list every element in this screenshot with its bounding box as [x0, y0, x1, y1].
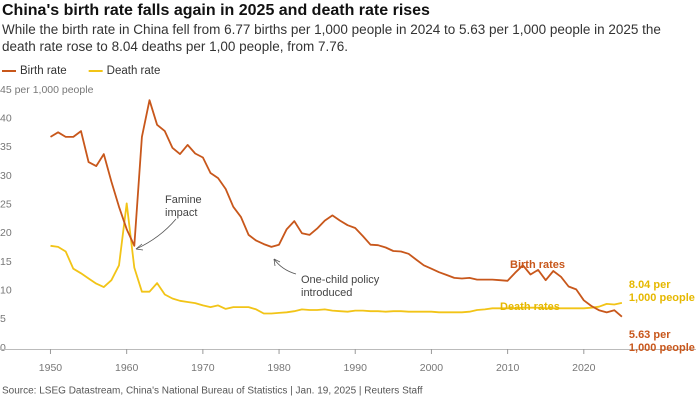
arrow [135, 218, 177, 250]
data-line [50, 99, 623, 318]
arrow-head [135, 243, 144, 251]
data-line [50, 202, 623, 315]
y-tick-label: 35 [0, 141, 12, 153]
annotation: Death rates [500, 301, 560, 313]
source: Source: LSEG Datastream, China's Nationa… [2, 386, 423, 397]
x-tick-label: 1960 [115, 362, 139, 374]
y-tick-label: 45 per 1,000 people [0, 84, 94, 96]
annotation: 1,000 people [629, 342, 695, 354]
annotation: Birth rates [510, 259, 565, 271]
annotation: impact [165, 207, 197, 219]
annotation: 8.04 per [629, 279, 671, 291]
y-tick-label: 30 [0, 170, 12, 182]
annotation: introduced [301, 287, 352, 299]
subtitle-box: While the birth rate in China fell from … [2, 22, 661, 54]
x-tick-label: 2000 [420, 362, 444, 374]
annotation: 5.63 per [629, 329, 671, 341]
x-tick-label: 2010 [496, 362, 520, 374]
y-tick-label: 0 [0, 342, 6, 354]
annotation: One-child policy [301, 274, 380, 286]
chart-title: China's birth rate falls again in 2025 a… [2, 2, 430, 19]
y-tick-label: 5 [0, 313, 6, 325]
chart-subtitle: While the birth rate in China fell from … [2, 22, 661, 54]
x-tick-label: 1980 [267, 362, 291, 374]
y-tick-label: 10 [0, 284, 12, 296]
x-tick-label: 1950 [39, 362, 63, 374]
arrow-head [273, 258, 281, 267]
annotation: 1,000 people [629, 292, 695, 304]
y-tick-label: 20 [0, 227, 12, 239]
x-tick-label: 2020 [572, 362, 596, 374]
y-tick-label: 15 [0, 256, 12, 268]
arrow [273, 258, 297, 275]
x-tick-label: 1970 [191, 362, 215, 374]
y-tick-label: 40 [0, 112, 12, 124]
annotation: Famine [165, 194, 202, 206]
y-tick-label: 25 [0, 198, 12, 210]
x-tick-label: 1990 [344, 362, 368, 374]
legend-label: Death rate [107, 65, 161, 77]
legend-label: Birth rate [20, 65, 67, 77]
